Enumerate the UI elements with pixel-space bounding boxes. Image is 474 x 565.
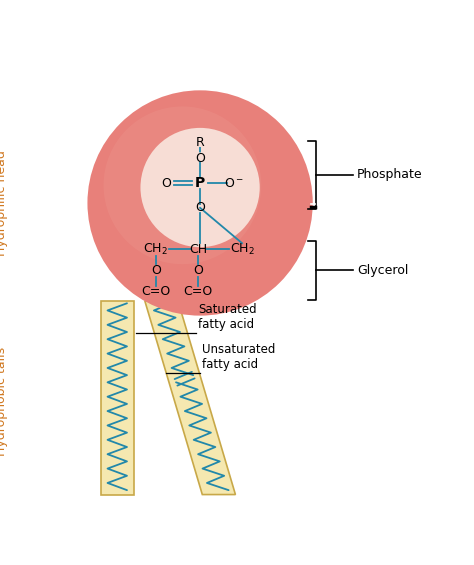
Text: CH$_2$: CH$_2$ <box>144 242 168 257</box>
Text: O: O <box>151 264 161 277</box>
Circle shape <box>140 128 260 247</box>
Text: Unsaturated
fatty acid: Unsaturated fatty acid <box>202 343 276 371</box>
Text: CH: CH <box>189 243 207 256</box>
Text: O$^-$: O$^-$ <box>224 177 244 190</box>
Polygon shape <box>145 301 236 494</box>
Text: C=O: C=O <box>183 285 212 298</box>
Text: C=O: C=O <box>141 285 171 298</box>
Bar <box>100 301 134 494</box>
Text: Glycerol: Glycerol <box>357 264 408 277</box>
Circle shape <box>103 106 261 264</box>
Text: Saturated
fatty acid: Saturated fatty acid <box>198 303 256 331</box>
Text: O: O <box>195 201 205 214</box>
Text: R: R <box>196 136 204 149</box>
Text: O: O <box>161 177 171 190</box>
Text: Hydrophilic head: Hydrophilic head <box>0 150 8 256</box>
Text: Hydrophobic tails: Hydrophobic tails <box>0 347 8 457</box>
Text: CH$_2$: CH$_2$ <box>229 242 255 257</box>
Text: Phosphate: Phosphate <box>357 168 422 181</box>
Circle shape <box>87 90 313 316</box>
Text: O: O <box>193 264 203 277</box>
Text: P: P <box>195 176 205 190</box>
Text: O: O <box>195 152 205 165</box>
